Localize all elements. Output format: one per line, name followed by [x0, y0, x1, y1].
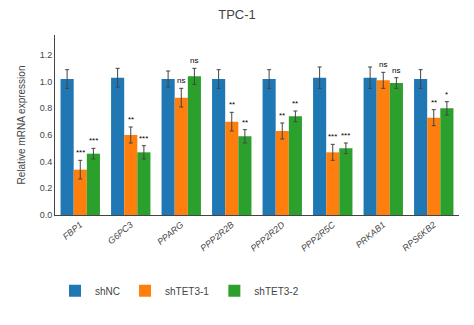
svg-text:ns: ns	[392, 66, 400, 75]
svg-text:Relative mRNA expression: Relative mRNA expression	[16, 66, 27, 185]
svg-text:ns: ns	[379, 60, 387, 69]
svg-text:ns: ns	[190, 56, 198, 65]
svg-text:PPP2R2D: PPP2R2D	[249, 219, 287, 253]
svg-text:**: **	[242, 118, 248, 127]
svg-text:TPC-1: TPC-1	[218, 7, 256, 22]
svg-text:PPP2R5C: PPP2R5C	[299, 219, 337, 253]
svg-text:***: ***	[76, 148, 85, 157]
svg-text:**: **	[279, 111, 285, 120]
svg-text:G6PC3: G6PC3	[106, 220, 135, 247]
svg-text:PPARG: PPARG	[155, 220, 185, 247]
svg-text:shNC: shNC	[95, 286, 120, 297]
svg-text:FBP1: FBP1	[61, 220, 85, 242]
svg-text:**: **	[292, 99, 298, 108]
svg-text:***: ***	[328, 132, 337, 141]
svg-text:0.6: 0.6	[40, 130, 53, 140]
svg-text:***: ***	[139, 134, 148, 143]
svg-text:shTET3-1: shTET3-1	[165, 286, 209, 297]
svg-text:0.2: 0.2	[40, 183, 53, 193]
svg-text:PRKAB1: PRKAB1	[354, 220, 388, 250]
svg-text:ns: ns	[177, 76, 185, 85]
svg-text:1.0: 1.0	[40, 77, 53, 87]
svg-text:*: *	[445, 90, 448, 99]
svg-text:**: **	[128, 115, 134, 124]
svg-text:PPP2R2B: PPP2R2B	[198, 220, 235, 254]
svg-text:shTET3-2: shTET3-2	[254, 286, 298, 297]
svg-text:RPS6KB2: RPS6KB2	[400, 220, 437, 254]
svg-text:**: **	[229, 100, 235, 109]
svg-text:0.0: 0.0	[40, 210, 53, 220]
svg-text:***: ***	[341, 131, 350, 140]
svg-text:0.4: 0.4	[40, 157, 53, 167]
svg-text:**: **	[431, 98, 437, 107]
svg-text:***: ***	[89, 136, 98, 145]
svg-text:1.2: 1.2	[40, 50, 53, 60]
svg-text:0.8: 0.8	[40, 103, 53, 113]
